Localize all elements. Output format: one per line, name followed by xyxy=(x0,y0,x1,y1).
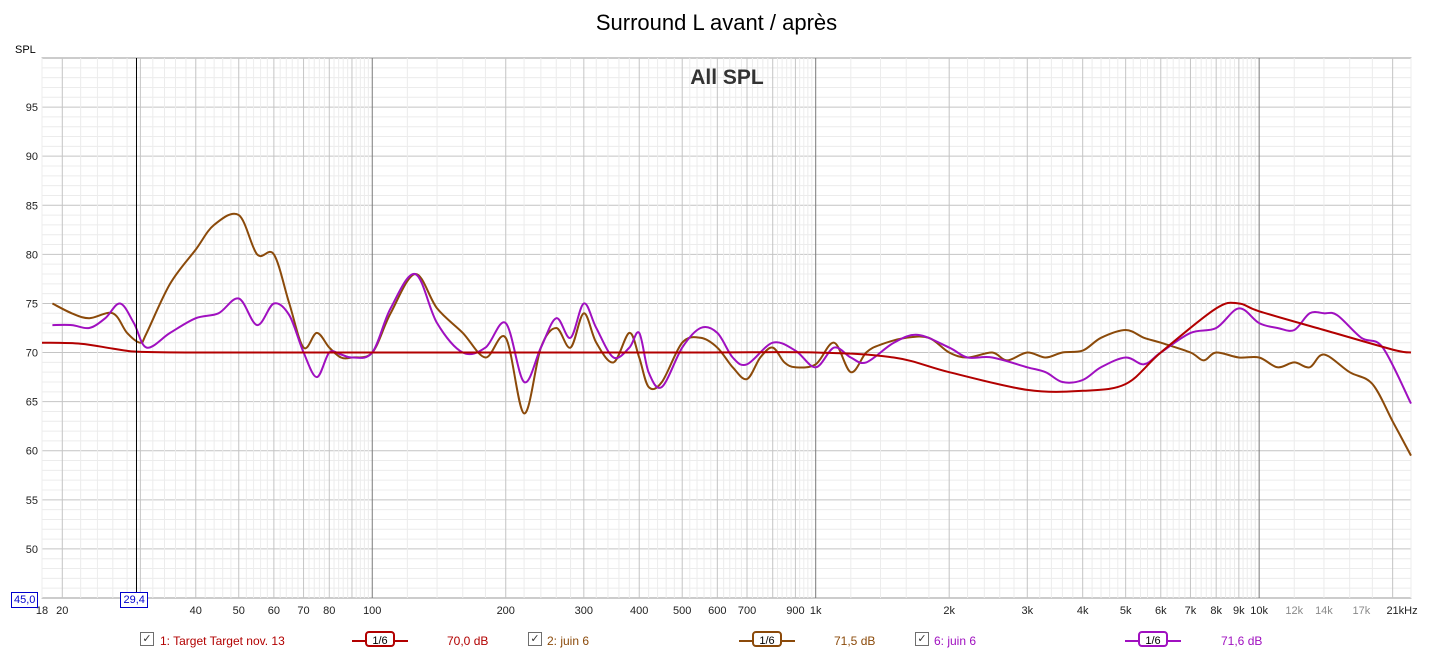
plot-frame xyxy=(41,57,1412,599)
series-2-label: 2: juin 6 xyxy=(547,634,590,648)
x-tick-label: 900 xyxy=(786,605,804,617)
x-tick-label: 500 xyxy=(673,605,691,617)
x-tick-label: 21kHz xyxy=(1386,605,1417,617)
x-tick-label: 14k xyxy=(1315,605,1333,617)
x-tick-label: 400 xyxy=(630,605,648,617)
series-6-smoothing-button[interactable]: 1/6 xyxy=(1138,631,1168,647)
x-tick-label: 18 xyxy=(36,605,48,617)
grid xyxy=(41,58,1412,598)
x-tick-label: 10k xyxy=(1250,605,1268,617)
y-tick-label: 55 xyxy=(26,495,38,507)
y-tick-label: 85 xyxy=(26,200,38,212)
x-tick-label: 700 xyxy=(738,605,756,617)
y-tick-label: 70 xyxy=(26,348,38,360)
x-tick-label: 7k xyxy=(1185,605,1197,617)
y-tick-label: 95 xyxy=(26,102,38,114)
y-axis-label: SPL xyxy=(15,44,36,56)
x-tick-label: 1k xyxy=(810,605,822,617)
series-line-2 xyxy=(51,212,1412,457)
x-tick-label: 200 xyxy=(497,605,515,617)
x-tick-label: 60 xyxy=(268,605,280,617)
series-6-checkbox[interactable]: ✓ xyxy=(915,632,929,646)
x-tick-label: 20 xyxy=(56,605,68,617)
y-tick-label: 65 xyxy=(26,397,38,409)
y-tick-label: 60 xyxy=(26,446,38,458)
x-tick-label: 600 xyxy=(708,605,726,617)
x-tick-label: 4k xyxy=(1077,605,1089,617)
series-6-level: 71,6 dB xyxy=(1221,634,1263,648)
x-tick-label: 12k xyxy=(1285,605,1303,617)
x-tick-label: 17k xyxy=(1352,605,1370,617)
chart-title: Surround L avant / après xyxy=(595,10,838,35)
x-tick-label: 6k xyxy=(1155,605,1167,617)
y-tick-label: 50 xyxy=(26,544,38,556)
series-1-label: 1: Target Target nov. 13 xyxy=(160,634,285,648)
x-tick-label: 50 xyxy=(233,605,245,617)
x-tick-label: 100 xyxy=(363,605,381,617)
x-tick-label: 2k xyxy=(943,605,955,617)
series-2-smoothing-button[interactable]: 1/6 xyxy=(752,631,782,647)
spl-chart[interactable]: 50 55 60 65 70 75 80 85 90 95 18 20 40 50 60 70 80 100 20… xyxy=(0,0,1433,620)
y-tick-label: 90 xyxy=(26,151,38,163)
x-tick-label: 80 xyxy=(323,605,335,617)
x-tick-label: 5k xyxy=(1120,605,1132,617)
series-line-1 xyxy=(41,301,1412,393)
x-tick-labels: 18 20 40 50 60 70 80 100 200 300 400 500 600 700 900 1k… xyxy=(36,605,1418,617)
y-tick-labels: 50 55 60 65 70 75 80 85 90 95 xyxy=(26,102,38,556)
cursor-x-readout: 29,4 xyxy=(120,592,148,608)
series-1-checkbox[interactable]: ✓ xyxy=(140,632,154,646)
series-lines xyxy=(41,212,1412,457)
series-2-level: 71,5 dB xyxy=(834,634,876,648)
series-1-smoothing-button[interactable]: 1/6 xyxy=(365,631,395,647)
y-tick-label: 80 xyxy=(26,249,38,261)
x-tick-label: 3k xyxy=(1021,605,1033,617)
series-2-checkbox[interactable]: ✓ xyxy=(528,632,542,646)
chart-subtitle: All SPL xyxy=(690,66,764,89)
series-1-level: 70,0 dB xyxy=(447,634,489,648)
y-tick-label: 75 xyxy=(26,298,38,310)
x-tick-label: 40 xyxy=(190,605,202,617)
series-6-label: 6: juin 6 xyxy=(934,634,977,648)
x-tick-label: 300 xyxy=(575,605,593,617)
cursor-y-readout: 45,0 xyxy=(11,592,39,608)
x-tick-label: 9k xyxy=(1233,605,1245,617)
x-tick-label: 70 xyxy=(297,605,309,617)
x-tick-label: 8k xyxy=(1210,605,1222,617)
